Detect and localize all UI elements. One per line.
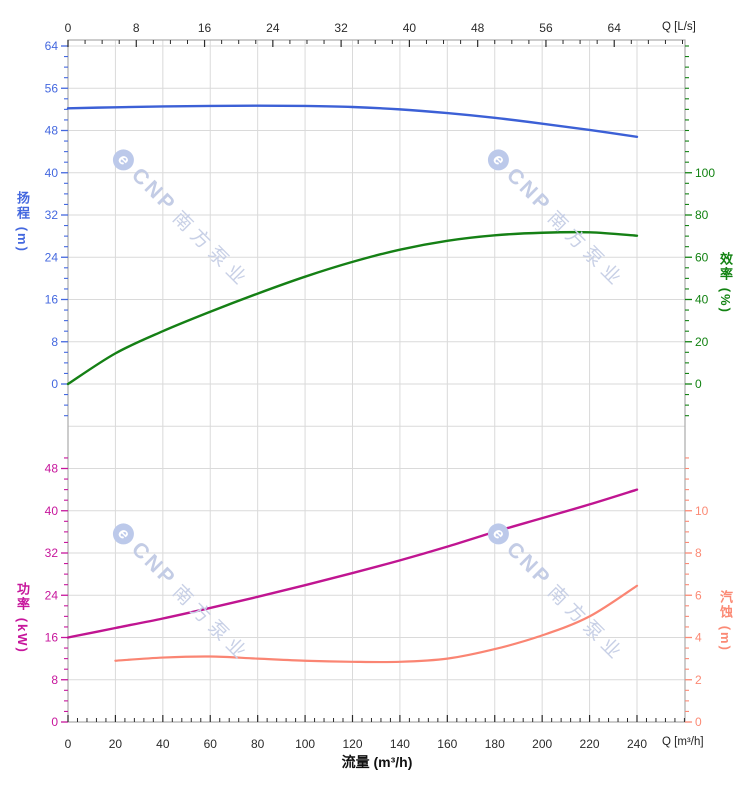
top-x-tick-label: 0 [65, 21, 72, 35]
top-x-axis: 0 8 16 24 32 40 48 56 64 [65, 21, 684, 47]
bottom-x-tick-label: 100 [295, 737, 315, 751]
bottom-x-axis: 0 20 40 60 80 100 120 140 160 180 200 220 240 [65, 715, 685, 751]
head-tick-label: 24 [45, 250, 59, 264]
head-tick-label: 32 [45, 208, 59, 222]
bottom-x-tick-label: 140 [390, 737, 410, 751]
bottom-x-tick-label: 200 [532, 737, 552, 751]
top-x-tick-label: 40 [403, 21, 417, 35]
head-tick-label: 0 [51, 377, 58, 391]
head-tick-label: 40 [45, 166, 59, 180]
head-tick-label: 48 [45, 124, 59, 138]
top-x-tick-label: 8 [133, 21, 140, 35]
head-curve [66, 104, 639, 139]
power-axis: 0 8 16 24 32 40 48 [45, 457, 68, 729]
top-axis-unit-label: Q [L/s] [662, 21, 696, 33]
efficiency-axis-title: 效率 (%) [718, 252, 733, 314]
efficiency-tick-label: 100 [695, 166, 715, 180]
power-tick-label: 24 [45, 588, 59, 602]
grid-lines [68, 40, 685, 722]
bottom-x-tick-label: 80 [251, 737, 265, 751]
power-axis-title: 功率 (kW) [15, 582, 30, 654]
top-x-tick-label: 16 [198, 21, 212, 35]
npsh-curve [114, 584, 639, 664]
bottom-x-tick-label: 120 [342, 737, 362, 751]
head-axis-title: 扬程 (m) [15, 191, 30, 253]
bottom-x-tick-label: 220 [580, 737, 600, 751]
head-axis: 0 8 16 24 32 40 48 56 64 [45, 39, 68, 417]
head-tick-label: 16 [45, 293, 59, 307]
efficiency-tick-label: 60 [695, 250, 709, 264]
npsh-tick-label: 2 [695, 673, 702, 687]
efficiency-tick-label: 20 [695, 335, 709, 349]
bottom-x-tick-label: 180 [485, 737, 505, 751]
head-tick-label: 64 [45, 39, 59, 53]
npsh-axis-title: 汽蚀 (m) [718, 590, 733, 652]
top-x-tick-label: 64 [608, 21, 622, 35]
bottom-x-tick-label: 0 [65, 737, 72, 751]
power-tick-label: 48 [45, 462, 59, 476]
power-tick-label: 0 [51, 715, 58, 729]
head-tick-label: 56 [45, 81, 59, 95]
npsh-tick-label: 4 [695, 631, 702, 645]
bottom-axis-unit-label: Q [m³/h] [662, 736, 704, 748]
bottom-x-tick-label: 20 [109, 737, 123, 751]
efficiency-curve [66, 230, 639, 386]
efficiency-tick-label: 40 [695, 293, 709, 307]
flow-axis-title: 流量 (m³/h) [341, 754, 413, 770]
bottom-x-tick-label: 240 [627, 737, 647, 751]
npsh-tick-label: 0 [695, 715, 702, 729]
head-tick-label: 8 [51, 335, 58, 349]
power-tick-label: 40 [45, 504, 59, 518]
bottom-x-tick-label: 40 [156, 737, 170, 751]
top-x-tick-label: 32 [334, 21, 348, 35]
power-tick-label: 8 [51, 673, 58, 687]
efficiency-tick-label: 0 [695, 377, 702, 391]
efficiency-tick-label: 80 [695, 208, 709, 222]
power-tick-label: 32 [45, 546, 59, 560]
npsh-tick-label: 8 [695, 546, 702, 560]
top-x-tick-label: 48 [471, 21, 485, 35]
power-tick-label: 16 [45, 631, 59, 645]
plot-border [67, 39, 686, 723]
npsh-axis: 0 2 4 6 8 10 [685, 457, 709, 729]
bottom-x-tick-label: 160 [437, 737, 457, 751]
top-x-tick-label: 56 [539, 21, 553, 35]
npsh-tick-label: 6 [695, 588, 702, 602]
top-x-tick-label: 24 [266, 21, 280, 35]
power-curve [66, 488, 639, 639]
bottom-x-tick-label: 60 [204, 737, 218, 751]
efficiency-axis: 0 20 40 60 80 100 [685, 45, 715, 417]
npsh-tick-label: 10 [695, 504, 709, 518]
